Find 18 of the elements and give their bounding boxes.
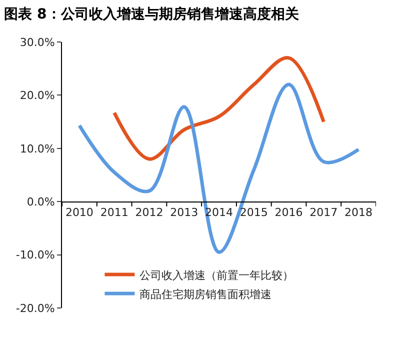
x-tick-label: 2013 xyxy=(170,206,198,219)
y-tick-label: -20.0% xyxy=(16,302,55,315)
line-series xyxy=(112,56,326,161)
x-tick-label: 2018 xyxy=(344,206,373,219)
chart-title: 图表 8：公司收入增速与期房销售增速高度相关 xyxy=(4,5,299,22)
x-tick-label: 2011 xyxy=(100,206,128,219)
x-tick-label: 2012 xyxy=(135,206,164,219)
legend-label: 商品住宅期房销售面积增速 xyxy=(140,288,272,301)
legend-label: 公司收入增速（前置一年比较） xyxy=(140,268,294,282)
x-tick-label: 2015 xyxy=(240,206,268,219)
y-tick-label: 10.0% xyxy=(20,142,55,156)
x-tick-label: 2017 xyxy=(310,206,338,219)
x-tick-label: 2010 xyxy=(65,206,94,219)
y-tick-label: 0.0% xyxy=(26,195,55,208)
y-tick-label: -10.0% xyxy=(16,248,55,262)
y-tick-label: 30.0% xyxy=(20,36,55,49)
x-tick-label: 2016 xyxy=(274,206,303,219)
y-tick-label: 20.0% xyxy=(20,89,55,102)
